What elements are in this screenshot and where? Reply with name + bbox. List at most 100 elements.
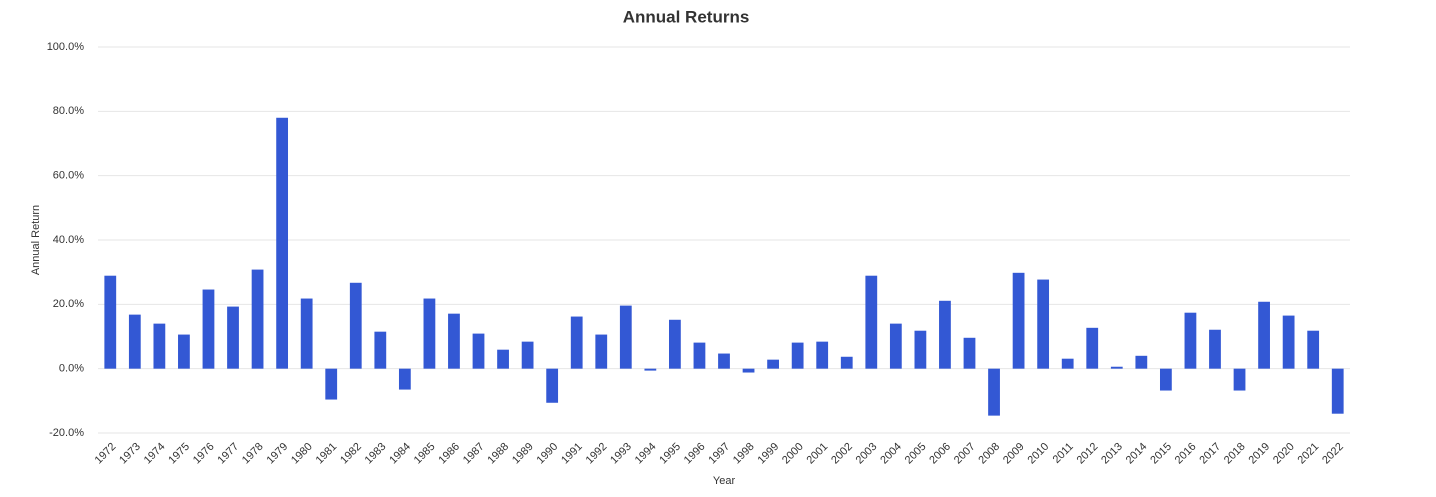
- x-tick-label: 1978: [240, 441, 266, 467]
- x-tick-label: 2020: [1271, 441, 1297, 467]
- x-tick-label: 2002: [829, 441, 855, 467]
- bar: [1159, 368, 1172, 391]
- x-tick-label: 2015: [1148, 441, 1174, 467]
- bar: [448, 313, 460, 369]
- x-tick-label: 1988: [485, 441, 511, 467]
- bar: [693, 342, 706, 369]
- x-tick-label: 2011: [1051, 441, 1076, 466]
- x-tick-label: 2018: [1222, 441, 1248, 467]
- x-tick-label: 1999: [755, 441, 781, 467]
- bar: [914, 330, 927, 369]
- x-tick-label: 1977: [215, 441, 241, 467]
- bar: [153, 323, 166, 369]
- x-tick-label: 1996: [682, 441, 708, 467]
- x-tick-label: 1985: [412, 441, 438, 467]
- x-tick-label: 1975: [166, 441, 192, 467]
- x-axis-label: Year: [713, 475, 736, 487]
- y-tick-label: 0.0%: [59, 363, 84, 375]
- bar: [1331, 368, 1344, 414]
- bar: [791, 342, 804, 369]
- y-tick-label: 40.0%: [53, 234, 84, 246]
- bar: [840, 356, 853, 369]
- x-tick-label: 2010: [1026, 441, 1052, 467]
- x-tick-label: 1992: [584, 441, 610, 467]
- x-tick-label: 1991: [559, 441, 585, 467]
- x-tick-label: 1998: [731, 441, 757, 467]
- x-tick-label: 1995: [657, 441, 683, 467]
- bar: [521, 341, 534, 369]
- chart-title: Annual Returns: [623, 7, 750, 26]
- bar: [227, 306, 239, 369]
- bar: [1282, 315, 1295, 369]
- bar: [1012, 272, 1025, 369]
- bar: [178, 334, 190, 369]
- bar: [669, 319, 681, 369]
- x-tick-label: 2022: [1320, 441, 1346, 467]
- bar: [865, 275, 878, 369]
- bar: [276, 117, 289, 369]
- x-tick-label: 1972: [93, 441, 119, 467]
- y-tick-label: 80.0%: [53, 105, 84, 117]
- x-tick-label: 2021: [1296, 441, 1322, 467]
- y-tick-label: 100.0%: [47, 41, 85, 53]
- x-tick-label: 1980: [289, 441, 315, 467]
- bar: [742, 368, 755, 373]
- bar: [988, 368, 1000, 416]
- bar: [1086, 327, 1099, 369]
- bar: [349, 282, 362, 369]
- x-tick-label: 1990: [535, 441, 561, 467]
- bar: [939, 300, 951, 369]
- bar: [963, 337, 976, 369]
- bar: [398, 368, 411, 390]
- y-tick-label: 60.0%: [53, 170, 84, 182]
- bar: [1135, 355, 1148, 369]
- bar: [104, 275, 117, 369]
- bar: [570, 316, 583, 369]
- x-tick-label: 1973: [117, 441, 143, 467]
- bar: [497, 349, 509, 369]
- bar: [595, 334, 608, 369]
- bar: [325, 368, 338, 400]
- y-tick-label: -20.0%: [49, 427, 84, 439]
- bar: [1110, 366, 1123, 369]
- bar: [644, 368, 657, 371]
- bar: [472, 333, 485, 369]
- bar: [1209, 329, 1221, 369]
- x-tick-label: 2004: [878, 441, 904, 467]
- x-tick-label: 1974: [142, 441, 168, 467]
- bar: [1037, 279, 1050, 369]
- y-axis-label: Annual Return: [30, 205, 42, 275]
- x-tick-label: 1993: [608, 441, 634, 467]
- bar: [423, 298, 436, 369]
- x-tick-label: 1983: [363, 441, 389, 467]
- bar: [816, 341, 829, 369]
- x-tick-label: 1997: [706, 441, 732, 467]
- x-tick-label: 1976: [191, 441, 217, 467]
- x-tick-label: 2000: [780, 441, 806, 467]
- bar: [1233, 368, 1246, 391]
- bar: [546, 368, 559, 403]
- bar: [767, 359, 779, 369]
- x-tick-label: 2014: [1124, 441, 1150, 467]
- bar: [718, 353, 730, 369]
- x-tick-label: 1994: [633, 441, 659, 467]
- x-tick-label: 2009: [1001, 441, 1027, 467]
- x-tick-label: 2001: [805, 441, 831, 467]
- x-tick-label: 2019: [1246, 441, 1272, 467]
- x-tick-label: 1982: [338, 441, 364, 467]
- x-tick-label: 1979: [264, 441, 290, 467]
- bar: [128, 314, 141, 369]
- bar: [619, 305, 632, 369]
- bar: [202, 289, 215, 369]
- x-tick-label: 2005: [903, 441, 929, 467]
- x-tick-label: 1987: [461, 441, 487, 467]
- x-tick-label: 2016: [1173, 441, 1199, 467]
- x-tick-label: 1984: [387, 441, 413, 467]
- bar: [251, 269, 264, 369]
- x-tick-label: 1986: [436, 441, 462, 467]
- x-tick-label: 2017: [1197, 441, 1223, 467]
- bar: [1307, 330, 1320, 369]
- bar: [889, 323, 902, 369]
- bar: [374, 331, 387, 369]
